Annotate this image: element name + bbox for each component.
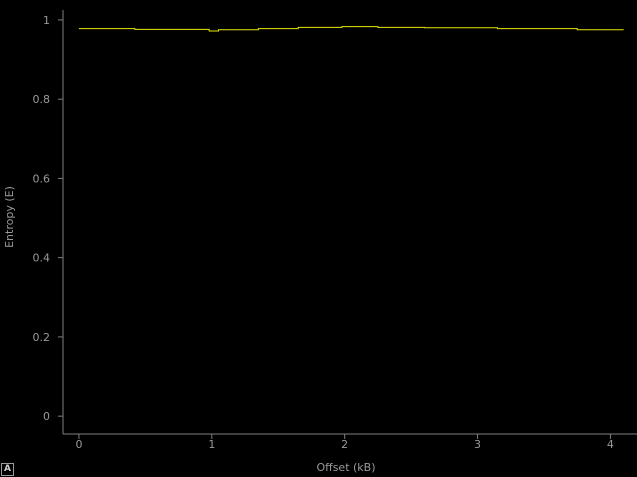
y-tick-label: 0.6 — [33, 172, 51, 185]
x-axis-ticks: 0 1 2 3 4 — [75, 434, 614, 451]
y-tick-label: 1 — [43, 14, 50, 27]
y-axis-title: Entropy (E) — [3, 186, 16, 248]
y-tick-label: 0.2 — [33, 331, 51, 344]
x-tick-label: 1 — [208, 438, 215, 451]
x-tick-label: 3 — [474, 438, 481, 451]
entropy-series-line — [78, 26, 624, 32]
auto-range-button[interactable]: A — [1, 463, 14, 476]
x-axis-title: Offset (kB) — [316, 461, 375, 474]
x-tick-label: 0 — [75, 438, 82, 451]
y-tick-label: 0 — [43, 410, 50, 423]
x-tick-label: 4 — [607, 438, 614, 451]
y-axis-ticks: 0 0.2 0.4 0.6 0.8 1 — [33, 14, 63, 423]
x-tick-label: 2 — [341, 438, 348, 451]
y-tick-label: 0.4 — [33, 252, 51, 265]
plot-area — [78, 26, 624, 32]
y-tick-label: 0.8 — [33, 93, 51, 106]
